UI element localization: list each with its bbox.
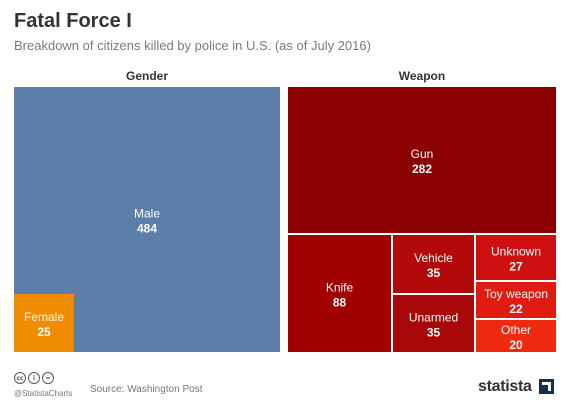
chart-subtitle: Breakdown of citizens killed by police i… xyxy=(14,38,371,53)
tile-rect-unknown xyxy=(476,235,556,280)
tile-label-unarmed: Unarmed xyxy=(409,311,458,325)
tile-rect-female xyxy=(14,294,74,352)
tile-value-unarmed: 35 xyxy=(427,326,441,340)
weapon-panel-title: Weapon xyxy=(398,69,446,83)
tile-value-male: 484 xyxy=(137,222,157,236)
tile-label-toy-weapon: Toy weapon xyxy=(484,287,548,301)
tile-rect-gun xyxy=(288,87,556,233)
tile-label-vehicle: Vehicle xyxy=(414,251,453,265)
license-icons: cc i = xyxy=(14,372,54,384)
tile-value-gun: 282 xyxy=(412,162,432,176)
tile-rect-unarmed xyxy=(393,295,474,352)
tile-value-vehicle: 35 xyxy=(427,266,441,280)
tile-label-gun: Gun xyxy=(411,147,434,161)
tile-label-male: Male xyxy=(134,207,160,221)
tile-value-knife: 88 xyxy=(333,296,347,310)
tile-label-knife: Knife xyxy=(326,281,354,295)
chart-title: Fatal Force I xyxy=(14,10,132,32)
tile-label-other: Other xyxy=(501,323,531,337)
tile-value-toy-weapon: 22 xyxy=(509,302,523,316)
tile-value-other: 20 xyxy=(509,338,523,352)
tile-value-unknown: 27 xyxy=(509,260,523,274)
statista-logo-icon xyxy=(539,379,554,394)
tile-rect-other xyxy=(476,320,556,352)
source-note: Source: Washington Post xyxy=(90,384,203,395)
cc-icon[interactable]: cc xyxy=(14,372,26,384)
gender-panel-title: Gender xyxy=(125,69,168,83)
no-derivatives-icon[interactable]: = xyxy=(42,372,54,384)
tile-rect-vehicle xyxy=(393,235,474,293)
attribution-icon[interactable]: i xyxy=(28,372,40,384)
tile-rect-toy-weapon xyxy=(476,282,556,318)
tile-label-unknown: Unknown xyxy=(491,245,541,259)
tile-rect-knife xyxy=(288,235,391,352)
tile-value-female: 25 xyxy=(37,325,51,339)
statista-logo[interactable]: statista xyxy=(478,378,532,395)
tile-label-female: Female xyxy=(24,310,64,324)
twitter-handle[interactable]: @StatistaCharts xyxy=(14,389,73,398)
